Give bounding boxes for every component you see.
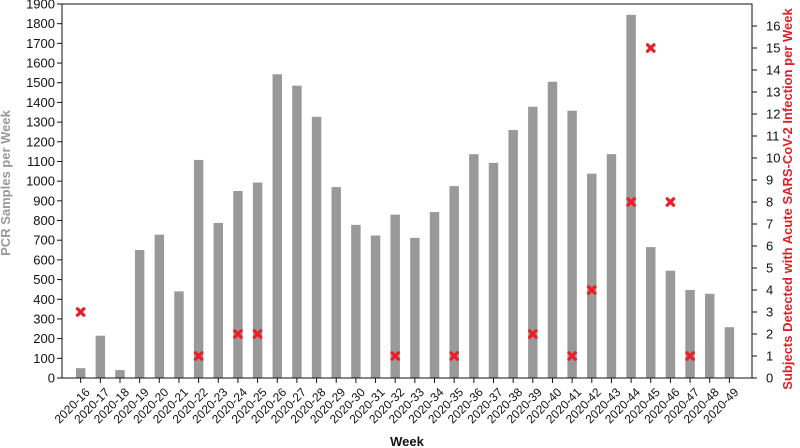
bar-2020-47 [685,290,695,378]
y-right-tick-label: 5 [766,261,773,276]
y-left-tick-label: 0 [48,371,55,386]
marker-2020-25 [252,329,263,339]
y-left-tick-label: 1900 [26,0,55,12]
y-right-tick-label: 8 [766,195,773,210]
bar-2020-30 [351,224,361,378]
y-axis-left-title: PCR Samples per Week [0,109,13,255]
bar-2020-36 [469,154,479,378]
bar-2020-23 [213,222,223,378]
y-right-tick-label: 15 [766,41,780,56]
bar-2020-42 [587,173,597,378]
y-left-tick-label: 1500 [26,75,55,90]
y-right-tick-label: 16 [766,19,780,34]
marker-2020-22 [193,351,204,361]
y-left-tick-label: 1100 [27,154,55,169]
marker-2020-46 [665,197,676,207]
y-left-tick-label: 100 [33,351,55,366]
bar-2020-46 [665,270,676,378]
y-left-tick-label: 1800 [26,16,55,31]
bar-2020-29 [331,187,341,378]
bar-2020-44 [626,14,636,379]
y-right-tick-label: 6 [766,239,773,254]
bar-2020-43 [606,154,617,378]
y-left-tick-label: 1600 [26,56,55,71]
y-left-tick-label: 900 [33,193,55,208]
bar-2020-19 [134,250,145,378]
bar-2020-34 [429,212,440,378]
y-left-tick-label: 200 [33,331,55,346]
marker-2020-47 [685,351,695,361]
y-right-tick-label: 2 [766,327,773,342]
plot-frame [61,3,753,379]
marker-2020-42 [586,285,597,295]
bar-2020-45 [646,247,656,378]
bar-2020-27 [292,85,302,378]
y-left-tick-label: 1700 [26,36,55,51]
y-right-tick-label: 4 [766,283,773,298]
y-right-tick-label: 9 [766,173,773,188]
bar-2020-25 [252,182,263,378]
bar-2020-21 [174,291,184,378]
bar-2020-35 [449,186,459,378]
y-right-tick-label: 7 [766,217,773,232]
bar-2020-38 [508,129,518,378]
x-axis-title: Week [390,434,424,448]
y-right-tick-label: 0 [766,371,773,386]
bar-2020-49 [724,327,735,378]
bar-2020-26 [272,74,282,379]
marker-2020-32 [390,351,401,361]
marker-2020-44 [626,197,636,207]
bar-2020-17 [95,335,106,378]
marker-2020-24 [233,329,243,339]
marker-2020-16 [75,307,86,317]
marker-2020-39 [528,329,538,339]
bar-2020-28 [311,116,322,378]
y-left-tick-label: 600 [33,252,55,267]
y-right-tick-label: 12 [766,107,780,122]
bar-2020-41 [567,110,577,378]
markers-group [75,43,695,361]
y-right-tick-label: 11 [766,129,780,144]
bar-2020-24 [233,191,243,378]
bar-2020-40 [547,81,558,378]
y-left-tick-label: 1000 [26,174,55,189]
y-right-tick-label: 1 [766,349,773,364]
y-left-tick-label: 800 [33,213,55,228]
y-left-tick-label: 300 [33,311,55,326]
bar-2020-48 [705,293,715,378]
y-left-tick-label: 1200 [26,134,55,149]
bar-2020-32 [390,214,400,378]
y-left-tick-label: 500 [33,272,55,287]
bar-2020-39 [528,106,538,378]
marker-2020-41 [567,351,577,361]
bar-2020-33 [410,237,420,378]
bar-2020-31 [370,235,381,378]
y-left-tick-label: 700 [33,233,55,248]
y-axis-right-title: Subjects Detected with Acute SARS-CoV-2 … [780,8,795,390]
marker-2020-35 [449,351,459,361]
bar-2020-20 [154,234,165,378]
y-right-tick-label: 14 [766,63,780,78]
bars-group [75,14,735,379]
y-left-tick-label: 400 [33,292,55,307]
bar-2020-22 [193,159,204,378]
axes-group [61,3,753,379]
bar-2020-37 [488,162,499,378]
marker-2020-45 [645,43,656,53]
bar-2020-16 [75,368,86,378]
y-left-tick-label: 1400 [26,95,55,110]
y-right-tick-label: 13 [766,85,780,100]
y-right-tick-label: 10 [766,151,780,166]
bar-2020-18 [115,370,125,378]
y-left-tick-label: 1300 [26,115,55,130]
y-right-tick-label: 3 [766,305,773,320]
